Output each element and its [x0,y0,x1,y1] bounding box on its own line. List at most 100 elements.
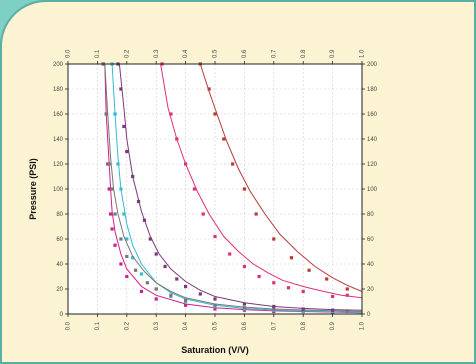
data-point [113,212,117,216]
x-axis-label: Saturation (V/V) [181,345,249,355]
x-tick-label: 0.1 [95,321,101,330]
data-point [122,212,126,216]
data-point [331,308,335,312]
x-tick-label: 0.3 [154,321,160,330]
data-point [107,187,111,191]
data-point [184,162,188,166]
data-point [163,264,167,269]
data-point [136,199,141,204]
data-point [125,237,129,241]
data-point [307,268,311,272]
data-point [286,286,291,290]
x-top-tick-label: 0.6 [242,49,248,58]
x-tick-label: 0.5 [213,321,219,330]
x-tick-label: 0.9 [330,321,336,330]
y-right-tick-label: 40 [367,262,374,268]
x-tick-label: 0.6 [242,321,248,330]
y-right-tick-label: 160 [367,112,378,118]
data-point [213,297,217,301]
x-tick-label: 1.0 [360,321,366,330]
y-tick-label: 140 [53,137,64,143]
data-point [257,274,261,279]
data-point [175,137,179,141]
data-point [213,307,217,311]
y-tick-label: 80 [56,212,63,218]
y-tick-label: 0 [60,312,64,318]
x-top-tick-label: 0.7 [271,49,277,58]
x-tick-label: 0.8 [301,321,307,330]
y-right-tick-label: 60 [367,237,374,243]
data-point [231,162,235,166]
y-tick-label: 20 [56,287,63,293]
data-point [213,303,217,307]
data-point [289,256,294,260]
data-point [345,287,349,291]
data-point [107,162,111,166]
data-point [331,294,335,299]
data-point [125,149,129,154]
data-point [145,281,149,285]
data-point [272,237,276,241]
data-point [119,262,123,266]
data-point [213,112,217,116]
data-point [242,302,246,306]
data-point [131,256,135,260]
x-top-tick-label: 1.0 [360,49,366,58]
data-point [325,277,329,281]
data-point [272,304,276,309]
x-tick-label: 0.4 [183,321,189,330]
data-point [116,162,120,166]
data-point [131,174,135,179]
data-point [213,234,217,239]
data-point [134,268,138,272]
y-right-tick-label: 140 [367,137,378,143]
data-point [184,298,188,302]
data-point [148,237,152,241]
plot-frame [67,63,363,315]
data-point [184,284,188,289]
y-tick-label: 60 [56,237,63,243]
y-right-tick-label: 100 [367,187,378,193]
series-fit-line [104,63,363,314]
y-tick-label: 40 [56,262,63,268]
data-point [113,243,117,247]
x-top-tick-label: 0.9 [330,49,336,58]
data-point [301,307,305,311]
data-point [201,212,205,216]
x-top-tick-label: 0.0 [66,49,72,58]
x-top-tick-label: 0.4 [183,49,189,58]
data-point [242,264,246,269]
x-tick-label: 0.0 [66,321,72,330]
data-point [139,289,144,294]
data-point [142,218,147,222]
y-right-tick-label: 20 [367,287,374,293]
data-point [122,124,126,129]
series-4 [116,62,363,312]
series-fit-line [199,63,363,292]
x-top-tick-label: 0.2 [124,49,130,58]
data-point [154,297,158,301]
data-point [125,254,129,259]
y-right-tick-label: 180 [367,87,378,93]
y-tick-label: 120 [53,162,64,168]
data-point [345,293,349,297]
data-point [184,303,188,307]
data-point [169,112,173,116]
x-top-tick-label: 0.5 [213,49,219,58]
data-point [301,289,305,294]
y-tick-label: 180 [53,87,64,93]
y-right-tick-label: 80 [367,212,374,218]
data-point [228,252,232,256]
data-point [222,137,226,141]
x-top-tick-label: 0.8 [301,49,307,58]
data-point [242,187,246,191]
data-point [119,187,123,191]
y-tick-label: 200 [53,62,64,68]
y-right-tick-label: 0 [367,312,371,318]
series-fit-line [160,63,363,299]
data-point [119,237,123,241]
data-point [169,293,173,297]
data-point [119,87,123,91]
